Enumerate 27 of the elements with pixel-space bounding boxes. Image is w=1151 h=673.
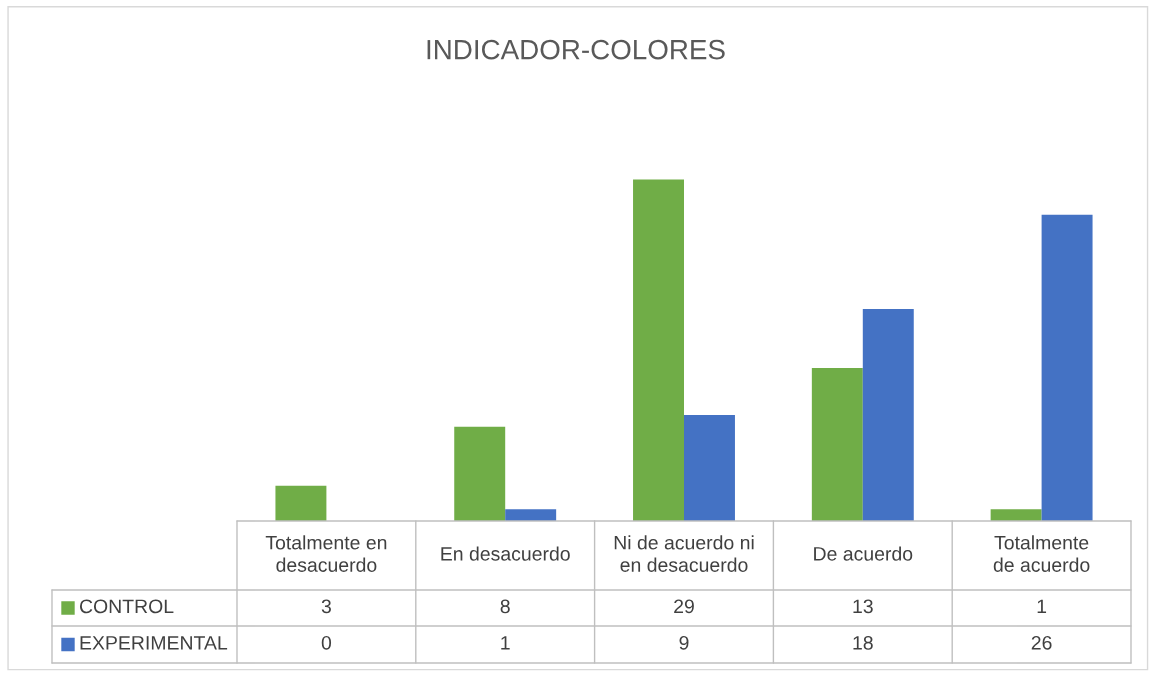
bar xyxy=(275,485,327,521)
data-label: 3 xyxy=(321,599,331,614)
bar xyxy=(811,367,863,521)
data-label: 29 xyxy=(674,599,694,614)
data-label: 1 xyxy=(1037,599,1047,614)
data-label: 8 xyxy=(500,599,510,614)
x-tick-label: De acuerdo xyxy=(814,546,913,561)
data-label: 26 xyxy=(1031,635,1052,650)
bar xyxy=(862,309,914,521)
bar xyxy=(454,426,506,521)
bar xyxy=(505,509,557,521)
data-label: 13 xyxy=(853,599,873,614)
x-tick-label: Totalmente de acuerdo xyxy=(993,535,1090,572)
x-tick-label: Ni de acuerdo ni en desacuerdo xyxy=(614,535,754,572)
bar xyxy=(990,509,1042,521)
data-label: 1 xyxy=(501,636,510,650)
x-tick-label: Totalmente en desacuerdo xyxy=(265,535,387,572)
x-tick-label: En desacuerdo xyxy=(441,546,570,561)
bar xyxy=(684,415,735,521)
data-label: 0 xyxy=(321,635,332,650)
bar xyxy=(1041,214,1093,521)
legend-label: EXPERIMENTAL xyxy=(80,636,228,650)
data-label: 9 xyxy=(679,635,689,650)
data-label: 18 xyxy=(853,635,873,650)
bar xyxy=(633,179,684,521)
chart-title: INDICADOR-COLORES xyxy=(427,39,725,60)
legend-label: CONTROL xyxy=(79,599,174,614)
